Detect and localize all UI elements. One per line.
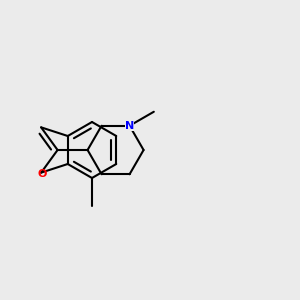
Text: N: N	[125, 121, 134, 131]
Text: O: O	[38, 169, 47, 179]
